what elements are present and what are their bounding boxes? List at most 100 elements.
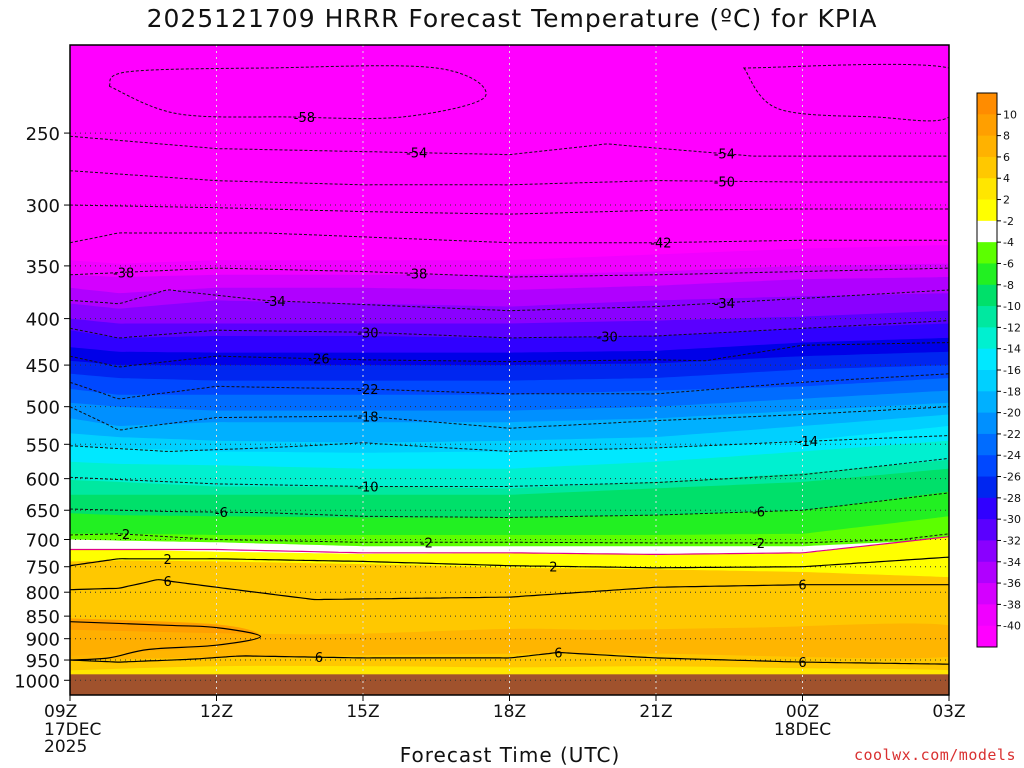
colorbar-swatch <box>977 583 997 605</box>
contour-solid-t6 <box>70 579 949 601</box>
band-warm-8 <box>70 623 949 660</box>
colorbar-swatch <box>977 178 997 201</box>
y-tick-label-500: 500 <box>26 398 60 419</box>
colorbar-swatch <box>977 519 997 541</box>
contour-label: -34 <box>264 295 285 310</box>
contour-dashed-t-22 <box>70 373 949 400</box>
contour-label: -10 <box>357 480 378 495</box>
contour-dashed-t-58 <box>108 65 487 120</box>
contour-dashed-t-58 <box>742 63 949 122</box>
x-axis-label: Forecast Time (UTC) <box>399 743 621 767</box>
contour-dashed-t-38 <box>70 267 949 278</box>
colorbar-label: -16 <box>1003 364 1021 377</box>
y-tick-label-350: 350 <box>26 257 60 278</box>
y-tick-label-400: 400 <box>26 310 60 331</box>
colorbar-swatch <box>977 625 997 648</box>
contour-label: -18 <box>357 410 378 425</box>
colorbar-label: -4 <box>1003 236 1014 249</box>
colorbar-label: -14 <box>1003 343 1021 356</box>
colorbar-swatch <box>977 370 997 392</box>
colorbar-label: -8 <box>1003 279 1014 292</box>
contour-label: -6 <box>752 506 765 521</box>
contour-label: -54 <box>714 148 735 163</box>
ground-layer <box>70 674 949 695</box>
y-tick-label-750: 750 <box>26 558 60 579</box>
x-tick-label-03Z: 03Z <box>932 702 965 722</box>
colorbar-swatch <box>977 348 997 371</box>
x-tick-label-00Z: 00Z <box>786 702 819 722</box>
colorbar-label: 10 <box>1003 108 1017 121</box>
colorbar-label: -24 <box>1003 449 1021 462</box>
contour-label: 6 <box>164 575 172 590</box>
colorbar-swatch <box>977 476 997 499</box>
colorbar-label: 8 <box>1003 130 1010 143</box>
contour-dashed-t-2 <box>70 533 949 544</box>
colorbar-label: -2 <box>1003 215 1014 228</box>
colorbar-label: 4 <box>1003 172 1010 185</box>
contour-label: 2 <box>164 553 172 568</box>
colorbar-label: -6 <box>1003 257 1014 270</box>
contour-dashed-t-18 <box>70 406 949 431</box>
colorbar-swatch <box>977 412 997 435</box>
colorbar-swatch <box>977 455 997 478</box>
colorbar-label: -30 <box>1003 513 1021 526</box>
colorbar-label: -34 <box>1003 556 1021 569</box>
colorbar-label: -40 <box>1003 620 1021 633</box>
colorbar-label: -18 <box>1003 385 1021 398</box>
y-tick-label-300: 300 <box>26 196 60 217</box>
colorbar-swatch <box>977 497 997 520</box>
contour-label: -30 <box>597 331 618 346</box>
colorbar-swatch <box>977 391 997 414</box>
contour-label: -50 <box>714 175 735 190</box>
contour-label: 6 <box>315 651 323 666</box>
colorbar-swatch <box>977 199 997 222</box>
y-tick-label-450: 450 <box>26 356 60 377</box>
y-tick-label-950: 950 <box>26 651 60 672</box>
y-tick-label-600: 600 <box>26 470 60 491</box>
contour-label: -6 <box>215 506 228 521</box>
x-tick-label-12Z: 12Z <box>200 702 233 722</box>
contour-label: -54 <box>406 147 427 162</box>
colorbar-swatch <box>977 561 997 584</box>
colorbar-label: -12 <box>1003 321 1021 334</box>
contour-dashed-t-26 <box>70 342 949 368</box>
temperature-bands <box>70 45 949 695</box>
colorbar-label: -20 <box>1003 407 1021 420</box>
credit-text: coolwx.com/models <box>853 746 1016 764</box>
contour-dashed-t-46 <box>70 204 949 215</box>
contour-label: -42 <box>650 237 671 252</box>
contour-dashed-t-42 <box>70 232 949 244</box>
colorbar-swatch <box>977 327 997 350</box>
contour-label: -58 <box>294 111 315 126</box>
colorbar-swatch <box>977 114 997 137</box>
contour-dashed-t-30 <box>70 320 949 339</box>
colorbar-swatch <box>977 263 997 286</box>
contour-label: -26 <box>308 353 329 368</box>
colorbar-swatch <box>977 156 997 179</box>
contour-zero-line <box>70 536 949 556</box>
contour-lines: -58-54 -54-50-42-38 -38-34 -34-30 -30-26-22-… <box>70 63 949 671</box>
contour-label: -2 <box>420 536 433 551</box>
contour-dashed-t-14 <box>70 435 949 452</box>
colorbar-swatch <box>977 540 997 563</box>
colorbar-label: -32 <box>1003 534 1021 547</box>
x-tick-sublabel: 18DEC <box>774 720 831 740</box>
ground-surface <box>70 674 949 695</box>
contour-label: -30 <box>357 326 378 341</box>
colorbar-swatch <box>977 220 997 243</box>
y-tick-label-800: 800 <box>26 583 60 604</box>
y-tick-label-1000: 1000 <box>14 671 60 692</box>
colorbar-swatch <box>977 604 997 627</box>
y-tick-label-850: 850 <box>26 607 60 628</box>
colorbar-label: 6 <box>1003 151 1010 164</box>
x-tick-sublabel: 17DEC <box>44 720 101 740</box>
colorbar-label: -26 <box>1003 471 1021 484</box>
colorbar-label: -28 <box>1003 492 1021 505</box>
colorbar-label: -10 <box>1003 300 1021 313</box>
contour-label: -38 <box>406 268 427 283</box>
contour-label: 2 <box>549 560 557 575</box>
y-axis: 2503003504004505005506006507007508008509… <box>14 124 70 692</box>
contour-solid-t2 <box>70 556 949 569</box>
chart-title: 2025121709 HRRR Forecast Temperature (ºC… <box>146 4 878 33</box>
